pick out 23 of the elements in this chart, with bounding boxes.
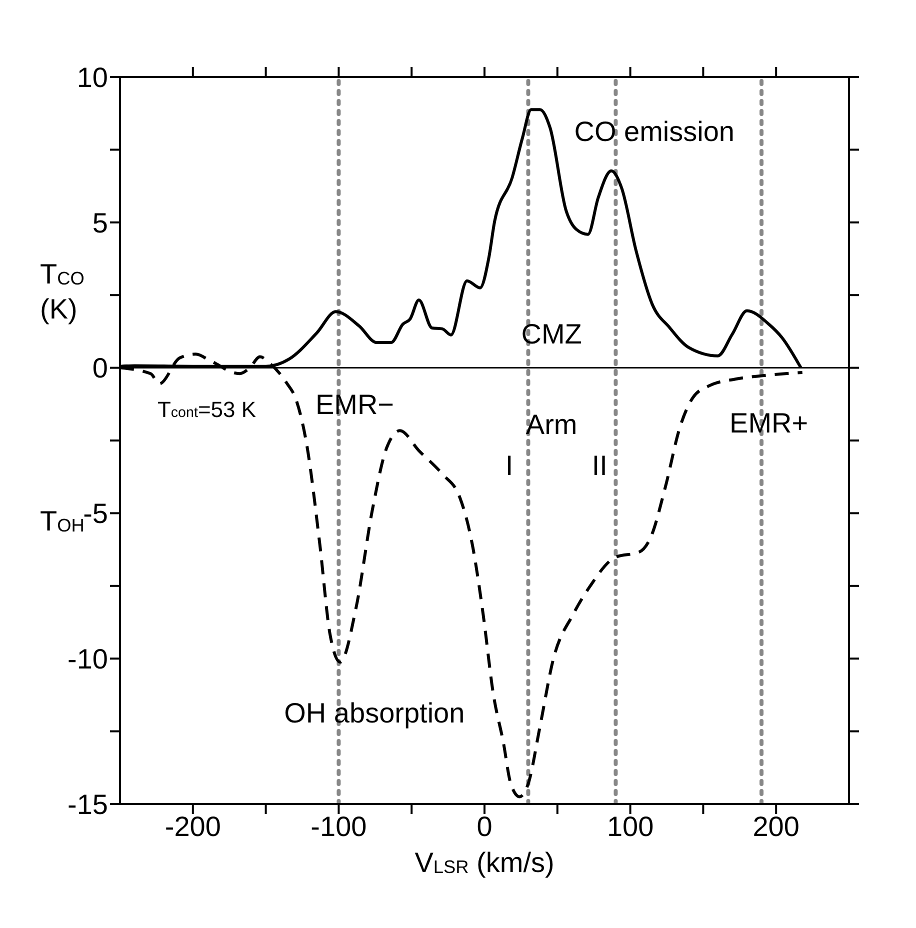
x-tick-label: -200	[164, 810, 221, 842]
x-tick-label: 100	[606, 810, 654, 842]
y-tick-label: -15	[68, 788, 108, 820]
annotation: CMZ	[521, 318, 582, 350]
x-tick-label: -100	[310, 810, 367, 842]
y-tick-label: -10	[68, 644, 108, 675]
annotation: I	[505, 450, 514, 481]
x-tick-label: 0	[476, 810, 492, 842]
text: T$_{OH}$	[40, 504, 84, 536]
annotation: OH absorption	[284, 696, 465, 728]
annotation: EMR+	[730, 406, 808, 438]
y-tick-label: 0	[92, 352, 108, 384]
y-tick-label: -5	[83, 498, 108, 530]
x-axis-title: V$_{LSR}$ (km/s)	[414, 846, 554, 878]
annotation: II	[592, 450, 608, 481]
x-tick-label: 200	[752, 810, 800, 842]
annotation: EMR−	[315, 388, 394, 420]
annotation: Arm	[526, 408, 578, 440]
y-tick-label: 5	[92, 207, 108, 238]
annotation: T$_{cont}$=53 K	[157, 396, 256, 422]
y-tick-label: 10	[76, 62, 108, 93]
annotation: CO emission	[574, 115, 734, 146]
y-axis-title: T$_{CO}$ (K)	[40, 258, 84, 324]
